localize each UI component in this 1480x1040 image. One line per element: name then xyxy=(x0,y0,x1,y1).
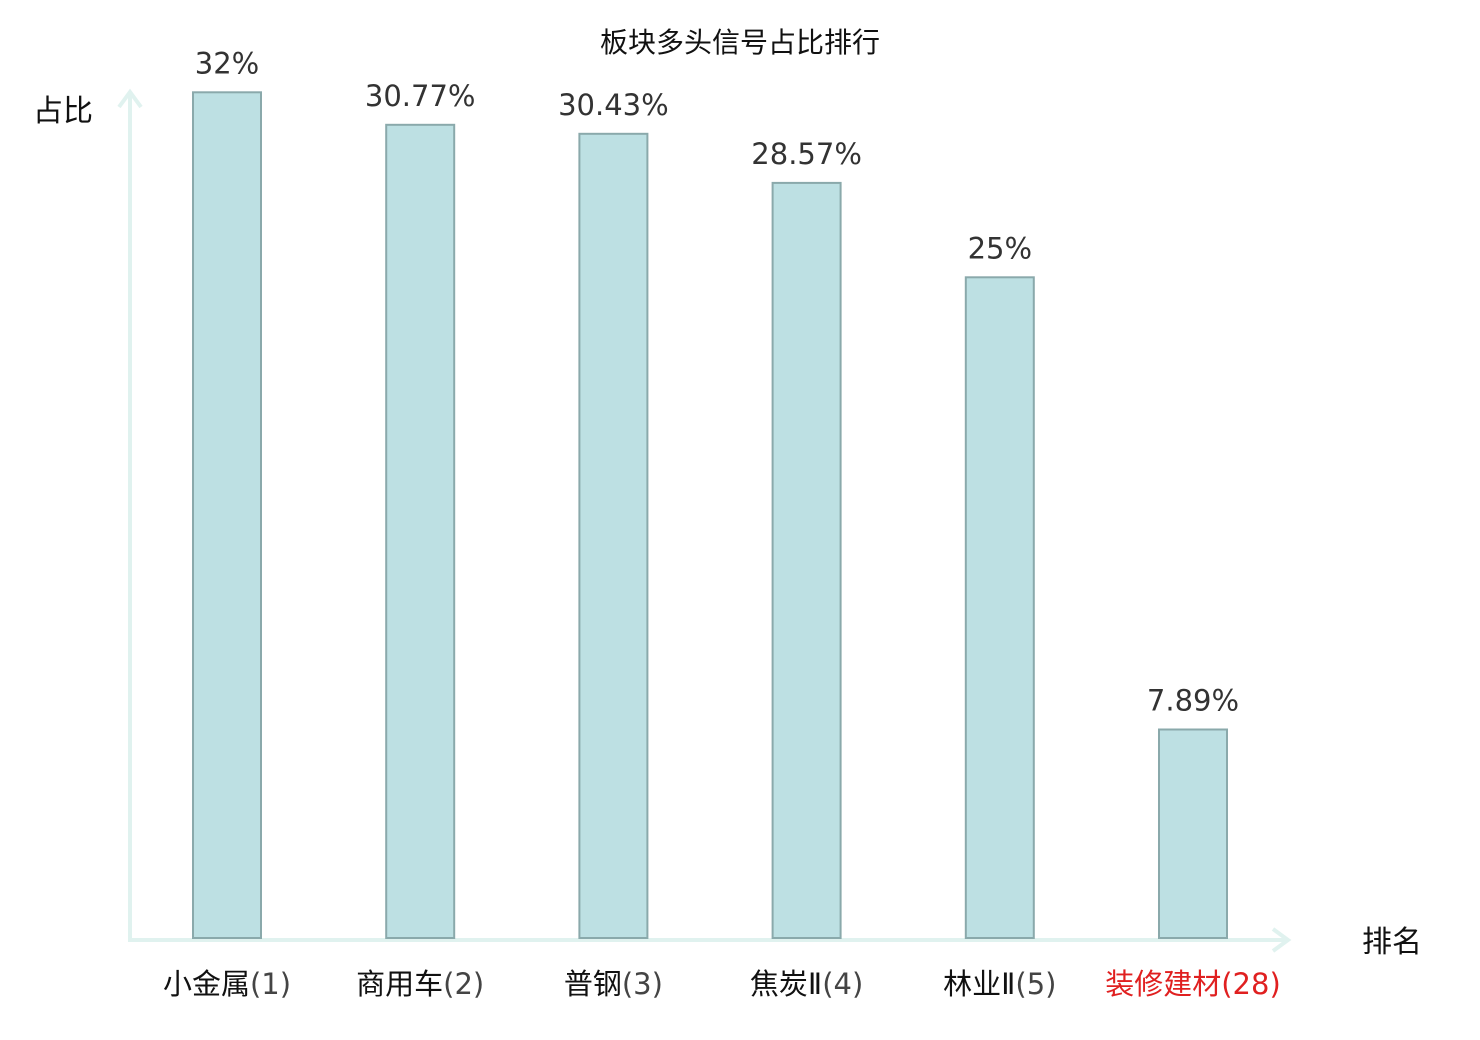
value-label-1: 32% xyxy=(195,46,259,80)
bar-1 xyxy=(192,91,262,940)
value-label-2: 30.77% xyxy=(365,79,476,113)
bar-6 xyxy=(1158,728,1228,939)
bar-5 xyxy=(964,276,1035,939)
category-label-3: 普钢(3) xyxy=(564,967,663,1001)
category-label-5: 林业Ⅱ(5) xyxy=(943,967,1056,1001)
value-label-5: 25% xyxy=(968,231,1032,265)
value-label-3: 30.43% xyxy=(558,88,669,122)
x-axis-arrow-icon xyxy=(1271,927,1292,953)
category-label-6: 装修建材(28) xyxy=(1105,967,1281,1001)
x-axis-label: 排名 xyxy=(1362,925,1422,960)
category-label-2: 商用车(2) xyxy=(356,967,484,1001)
category-label-4: 焦炭Ⅱ(4) xyxy=(750,967,863,1001)
category-label-1: 小金属(1) xyxy=(163,967,291,1001)
category-labels-group: 小金属(1) 商用车(2) 普钢(3) 焦炭Ⅱ(4) 林业Ⅱ(5) 装修建材(28) xyxy=(163,967,1281,1001)
y-axis-arrow-icon xyxy=(117,88,143,109)
bar-3 xyxy=(578,132,649,940)
value-label-4: 28.57% xyxy=(751,137,862,171)
y-axis-label: 占比 xyxy=(33,94,93,129)
bar-4 xyxy=(771,181,842,939)
bars-group xyxy=(192,91,1228,940)
value-label-6: 7.89% xyxy=(1147,684,1239,718)
bar-2 xyxy=(385,123,456,940)
chart-title: 板块多头信号占比排行 xyxy=(600,26,880,59)
value-labels-group: 32% 30.77% 30.43% 28.57% 25% 7.89% xyxy=(195,46,1239,717)
